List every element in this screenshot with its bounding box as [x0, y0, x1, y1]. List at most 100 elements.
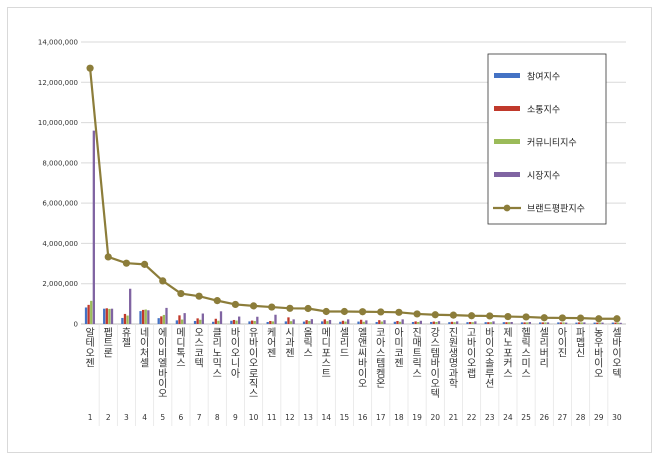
bar-참여지수 [430, 321, 433, 324]
x-rank-label: 5 [160, 413, 165, 422]
bar-참여지수 [393, 321, 397, 324]
bar-소통지수 [287, 317, 290, 324]
x-rank-label: 10 [249, 413, 259, 422]
bar-시장지수 [110, 308, 114, 324]
bar-커뮤니티지수 [289, 321, 293, 324]
bar-커뮤니티지수 [507, 322, 511, 324]
bar-소통지수 [323, 319, 326, 324]
bar-참여지수 [103, 308, 106, 324]
bar-커뮤니티지수 [580, 322, 583, 324]
x-rank-label: 18 [394, 413, 404, 422]
point-브랜드평판지수 [395, 308, 403, 316]
bar-커뮤니티지수 [344, 321, 347, 324]
bar-참여지수 [193, 320, 197, 324]
point-브랜드평판지수 [558, 314, 567, 322]
y-tick-label: 2,000,000 [42, 280, 78, 288]
bar-참여지수 [411, 321, 415, 324]
x-rank-label: 21 [449, 413, 459, 422]
x-rank-label: 28 [576, 413, 586, 422]
bar-소통지수 [87, 304, 90, 324]
bar-참여지수 [448, 322, 451, 324]
bar-참여지수 [484, 322, 487, 324]
bar-참여지수 [157, 318, 160, 324]
bar-참여지수 [357, 321, 360, 324]
brand-reputation-chart: 0 2,000,000 4,000,000 6,000,000 8,000,000 10,… [38, 39, 626, 426]
bar-소통지수 [105, 308, 108, 324]
x-rank-label: 26 [539, 413, 549, 422]
bar-소통지수 [523, 322, 526, 324]
point-브랜드평판지수 [340, 307, 349, 316]
x-rank-label: 25 [521, 413, 531, 422]
bar-소통지수 [505, 322, 508, 324]
bar-커뮤니티지수 [417, 321, 420, 324]
bar-시장지수 [183, 313, 186, 324]
bar-커뮤니티지수 [562, 322, 565, 324]
x-rank-label: 24 [503, 413, 513, 422]
bar-참여지수 [466, 322, 469, 324]
bar-시장지수 [565, 322, 568, 324]
x-rank-label: 7 [197, 413, 202, 422]
bar-시장지수 [129, 288, 132, 324]
bar-커뮤니티지수 [180, 319, 184, 324]
bar-커뮤니티지수 [90, 300, 93, 324]
bar-참여지수 [611, 322, 615, 324]
bar-시장지수 [274, 314, 277, 324]
bar-시장지수 [328, 319, 332, 324]
x-rank-label: 27 [558, 413, 568, 422]
legend-swatch-참여지수 [494, 73, 520, 78]
bar-소통지수 [468, 321, 472, 324]
bar-소통지수 [232, 319, 236, 324]
legend-label: 브랜드평판지수 [527, 204, 585, 215]
bar-참여지수 [321, 321, 324, 324]
bar-참여지수 [520, 322, 524, 324]
x-rank-label: 6 [179, 413, 184, 422]
point-브랜드평판지수 [177, 289, 185, 298]
x-rank-label: 16 [358, 413, 368, 422]
bar-소통지수 [178, 315, 181, 324]
bar-커뮤니티지수 [162, 314, 166, 324]
point-브랜드평판지수 [195, 292, 203, 300]
bar-커뮤니티지수 [526, 322, 529, 324]
bar-참여지수 [502, 322, 506, 324]
point-브랜드평판지수 [377, 308, 385, 316]
bar-소통지수 [614, 322, 617, 324]
bar-시장지수 [401, 319, 404, 324]
bar-시장지수 [601, 322, 604, 324]
x-rank-label: 11 [267, 413, 277, 422]
point-브랜드평판지수 [413, 310, 421, 318]
legend-label: 커뮤니티지수 [527, 138, 577, 149]
bar-커뮤니티지수 [253, 320, 256, 324]
bar-커뮤니티지수 [544, 322, 547, 324]
bar-참여지수 [539, 322, 542, 324]
chart-frame: 0 2,000,000 4,000,000 6,000,000 8,000,000 10,… [7, 7, 652, 453]
bar-소통지수 [141, 309, 145, 324]
bar-커뮤니티지수 [435, 321, 438, 324]
point-브랜드평판지수 [431, 311, 439, 319]
bar-참여지수 [266, 321, 269, 324]
y-tick-label: 6,000,000 [42, 200, 78, 208]
legend-swatch-시장지수 [494, 172, 520, 177]
point-브랜드평판지수 [213, 297, 221, 305]
bar-커뮤니티지수 [453, 322, 456, 324]
bar-커뮤니티지수 [471, 322, 474, 324]
bar-소통지수 [487, 322, 490, 324]
bar-소통지수 [269, 320, 272, 324]
x-rank-label: 2 [106, 413, 111, 422]
bar-시장지수 [310, 319, 313, 324]
